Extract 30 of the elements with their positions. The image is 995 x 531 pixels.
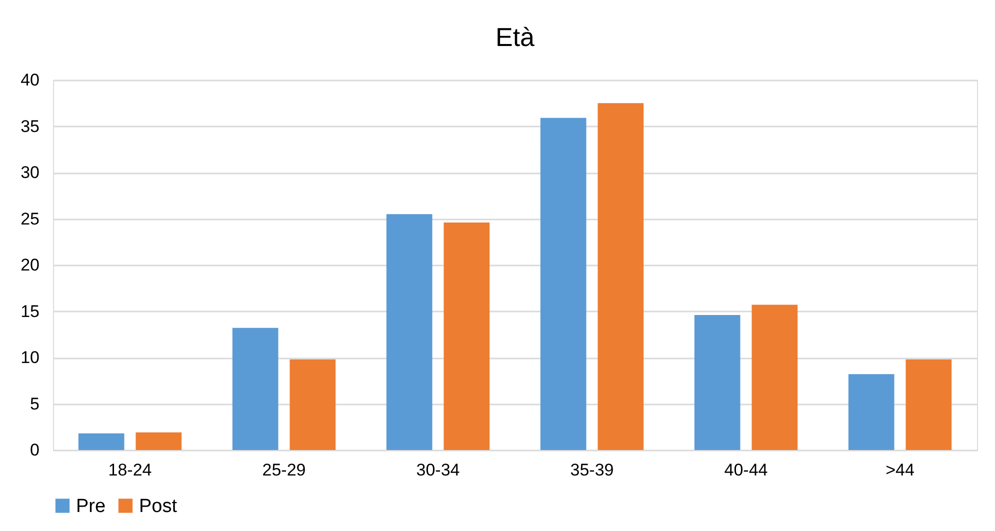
y-tick-label: 0 [30,440,40,460]
bar [540,118,586,450]
y-tick-label: 5 [30,394,40,414]
bar [848,374,894,450]
bar [694,314,740,450]
bar [598,103,644,450]
y-tick-label: 30 [20,163,40,182]
y-tick-label: 10 [20,348,40,367]
bar [78,433,124,450]
bar [752,304,798,450]
bar [386,214,432,450]
bar [136,432,182,450]
y-tick-label: 20 [20,256,40,274]
x-tick-label: >44 [886,460,914,480]
bar [232,328,278,450]
bar [444,222,490,450]
x-tick-label: 35-39 [570,460,614,480]
y-tick-label: 15 [20,302,40,321]
legend-label: Pre [76,496,106,517]
legend-label: Post [139,496,178,517]
y-tick-label: 40 [20,70,40,90]
y-tick-label: 25 [20,209,40,228]
x-tick-label: 25-29 [262,460,306,480]
x-tick-label: 18-24 [108,460,152,480]
bar [290,359,336,450]
x-tick-label: 30-34 [416,460,460,480]
x-tick-label: 40-44 [724,460,768,480]
y-tick-label: 35 [20,116,40,136]
chart-title: Età [495,22,536,52]
bar [906,359,952,450]
